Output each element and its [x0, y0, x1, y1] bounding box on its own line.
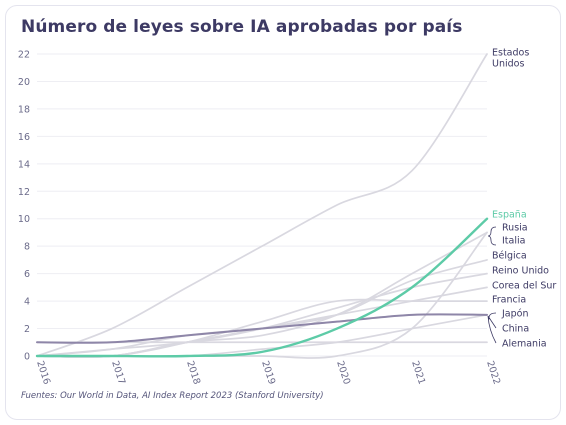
series-label-reino-unido: Reino Unido: [492, 266, 549, 277]
y-tick-label: 16: [18, 132, 30, 143]
series-label-belgica: Bélgica: [492, 251, 527, 262]
y-tick-label: 6: [24, 269, 30, 280]
bracket-japon-china-alemania: [487, 312, 497, 344]
y-tick-label: 0: [24, 352, 30, 363]
y-tick-label: 10: [18, 214, 30, 225]
y-tick-label: 20: [18, 77, 30, 88]
y-tick-label: 2: [24, 324, 30, 335]
series-label-espana: España: [492, 210, 527, 221]
x-tick-label: 2018: [184, 360, 202, 386]
y-tick-label: 12: [18, 187, 30, 198]
series-label-francia: Francia: [492, 295, 526, 306]
series-label-corea-del-sur: Corea del Sur: [492, 281, 556, 292]
series-label-alemania: Alemania: [502, 339, 547, 350]
x-tick-label: 2022: [484, 360, 502, 386]
series-line-rusia: [36, 231, 488, 359]
x-tick-label: 2016: [34, 360, 52, 386]
x-tick-label: 2020: [334, 360, 352, 386]
bracket-rusia-italia: [487, 226, 497, 246]
series-label-japon: Japón: [501, 309, 529, 320]
series-label-estados-unidos: Estados: [492, 48, 529, 59]
source-note: Fuentes: Our World in Data, AI Index Rep…: [21, 391, 324, 401]
y-tick-label: 18: [18, 104, 30, 115]
y-tick-label: 14: [18, 159, 30, 170]
series-line-estados-unidos: [36, 53, 488, 357]
chart-title: Número de leyes sobre IA aprobadas por p…: [21, 17, 463, 37]
series-label-rusia: Rusia: [502, 223, 528, 234]
series-label-italia: Italia: [502, 236, 525, 247]
series-line-otro: [36, 313, 488, 344]
x-tick-label: 2019: [259, 360, 277, 386]
series-line-espana: [35, 217, 489, 358]
x-tick-label: 2021: [409, 360, 427, 386]
series-line-italia: [36, 231, 488, 358]
series-label-estados-unidos: Unidos: [492, 59, 524, 70]
y-tick-label: 8: [24, 242, 30, 253]
y-tick-label: 22: [18, 50, 30, 61]
x-tick-label: 2017: [109, 360, 127, 386]
series-label-china: China: [502, 324, 529, 335]
y-tick-label: 4: [24, 297, 30, 308]
